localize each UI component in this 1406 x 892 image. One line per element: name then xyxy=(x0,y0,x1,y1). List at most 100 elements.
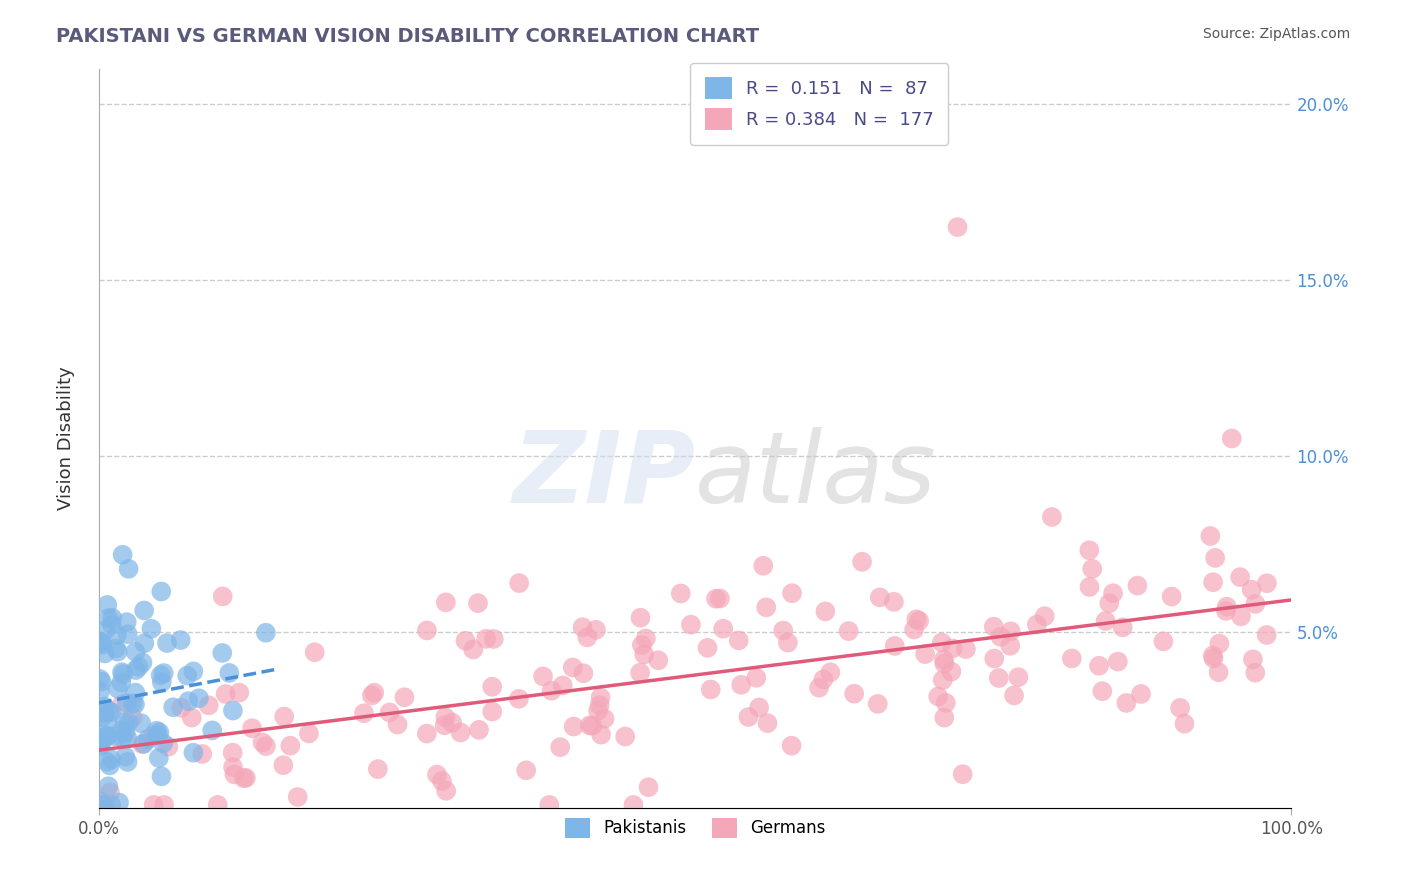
Germans xyxy=(416,624,439,638)
Germans xyxy=(711,622,734,636)
Germans xyxy=(378,706,401,720)
Germans xyxy=(589,690,612,705)
Germans xyxy=(367,762,389,776)
Pakistanis xyxy=(124,645,146,659)
Germans xyxy=(214,687,236,701)
Germans xyxy=(434,595,457,609)
Pakistanis xyxy=(150,769,173,783)
Germans xyxy=(441,715,464,730)
Germans xyxy=(153,797,176,812)
Germans xyxy=(1115,696,1137,710)
Pakistanis xyxy=(124,686,146,700)
Germans xyxy=(844,687,866,701)
Pakistanis xyxy=(148,751,170,765)
Germans xyxy=(142,729,165,743)
Pakistanis xyxy=(117,755,139,769)
Germans xyxy=(709,591,731,606)
Germans xyxy=(914,647,936,661)
Germans xyxy=(222,760,245,774)
Germans xyxy=(730,678,752,692)
Germans xyxy=(941,641,963,656)
Pakistanis xyxy=(201,723,224,738)
Germans xyxy=(934,657,956,671)
Germans xyxy=(98,785,121,799)
Pakistanis xyxy=(129,716,152,731)
Germans xyxy=(586,704,609,718)
Germans xyxy=(1040,510,1063,524)
Germans xyxy=(637,780,659,795)
Germans xyxy=(1060,651,1083,665)
Germans xyxy=(614,730,637,744)
Germans xyxy=(271,758,294,772)
Germans xyxy=(571,620,593,634)
Germans xyxy=(562,719,585,733)
Germans xyxy=(363,686,385,700)
Germans xyxy=(1168,701,1191,715)
Germans xyxy=(1126,579,1149,593)
Germans xyxy=(1230,609,1253,624)
Germans xyxy=(628,665,651,680)
Germans xyxy=(121,710,143,724)
Germans xyxy=(287,789,309,804)
Pakistanis xyxy=(188,691,211,706)
Germans xyxy=(361,689,384,703)
Germans xyxy=(1241,652,1264,666)
Germans xyxy=(468,723,491,737)
Germans xyxy=(515,764,537,778)
Germans xyxy=(416,726,439,740)
Pakistanis xyxy=(211,646,233,660)
Germans xyxy=(197,698,219,713)
Germans xyxy=(94,797,117,812)
Germans xyxy=(955,642,977,657)
Germans xyxy=(931,635,953,649)
Pakistanis xyxy=(146,728,169,742)
Pakistanis xyxy=(222,704,245,718)
Pakistanis xyxy=(105,628,128,642)
Pakistanis xyxy=(128,660,150,674)
Pakistanis xyxy=(97,611,120,625)
Germans xyxy=(1112,620,1135,634)
Pakistanis xyxy=(89,795,111,809)
Germans xyxy=(142,797,165,812)
Germans xyxy=(704,591,727,606)
Germans xyxy=(1256,576,1278,591)
Pakistanis xyxy=(110,675,132,690)
Text: ZIP: ZIP xyxy=(512,427,695,524)
Germans xyxy=(576,631,599,645)
Germans xyxy=(727,633,749,648)
Pakistanis xyxy=(91,797,114,812)
Germans xyxy=(780,586,803,600)
Germans xyxy=(983,620,1005,634)
Pakistanis xyxy=(108,796,131,810)
Pakistanis xyxy=(153,666,176,681)
Germans xyxy=(1204,550,1226,565)
Pakistanis xyxy=(152,736,174,750)
Germans xyxy=(394,690,416,705)
Germans xyxy=(700,682,723,697)
Pakistanis xyxy=(117,562,139,576)
Germans xyxy=(450,725,472,739)
Pakistanis xyxy=(93,647,115,661)
Pakistanis xyxy=(170,633,193,648)
Germans xyxy=(745,671,768,685)
Pakistanis xyxy=(218,665,240,680)
Germans xyxy=(211,590,233,604)
Germans xyxy=(531,669,554,683)
Germans xyxy=(808,681,831,695)
Germans xyxy=(180,710,202,724)
Germans xyxy=(1098,596,1121,610)
Germans xyxy=(634,632,657,646)
Germans xyxy=(756,716,779,731)
Pakistanis xyxy=(93,699,115,714)
Pakistanis xyxy=(96,715,118,730)
Germans xyxy=(481,705,503,719)
Pakistanis xyxy=(134,636,156,650)
Germans xyxy=(572,666,595,681)
Pakistanis xyxy=(114,749,136,764)
Pakistanis xyxy=(117,731,139,745)
Germans xyxy=(1130,687,1153,701)
Germans xyxy=(1000,624,1022,639)
Germans xyxy=(304,645,326,659)
Germans xyxy=(748,700,770,714)
Germans xyxy=(1033,609,1056,624)
